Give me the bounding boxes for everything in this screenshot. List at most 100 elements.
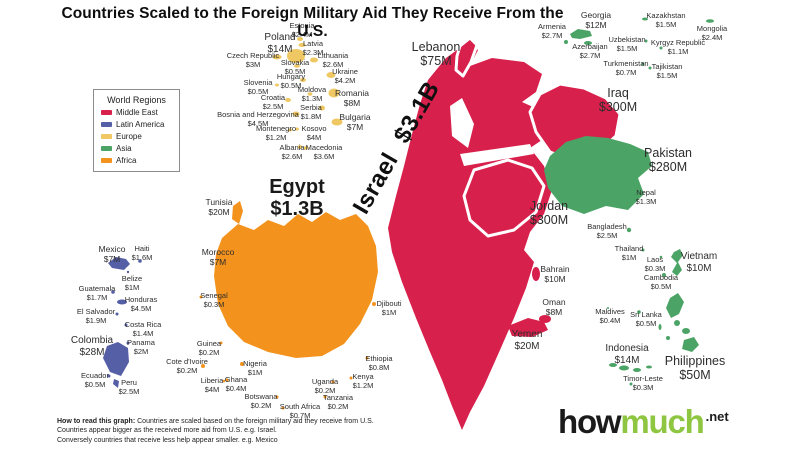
shape-mexico[interactable]: [108, 257, 130, 270]
shape-maldives[interactable]: [607, 307, 609, 309]
country-label-haiti[interactable]: Haiti $1.6M: [132, 244, 153, 263]
shape-albania[interactable]: [298, 145, 302, 149]
legend-item-europe[interactable]: Europe: [101, 132, 172, 141]
shape-armenia[interactable]: [564, 40, 568, 44]
country-label-kyrgyz-republic[interactable]: Kyrgyz Republic $1.1M: [651, 38, 705, 57]
shape-egypt[interactable]: [214, 212, 378, 358]
shape-guatemala[interactable]: [111, 290, 115, 294]
shape-uganda[interactable]: [331, 380, 335, 384]
shape-ukraine[interactable]: [326, 72, 336, 78]
country-label-bulgaria[interactable]: Bulgaria $7M: [339, 112, 370, 132]
shape-pakistan[interactable]: [544, 136, 652, 214]
country-label-guatemala[interactable]: Guatemala $1.7M: [79, 284, 116, 303]
shape-indonesia-3[interactable]: [633, 368, 641, 372]
shape-botswana[interactable]: [275, 395, 279, 399]
country-label-macedonia[interactable]: Macedonia $3.6M: [306, 143, 343, 162]
country-label-serbia[interactable]: Serbia $1.8M: [300, 103, 322, 122]
country-label-morocco[interactable]: Morocco $7M: [202, 247, 235, 267]
shape-honduras[interactable]: [117, 299, 127, 305]
shape-haiti[interactable]: [138, 259, 142, 263]
shape-djibouti[interactable]: [372, 302, 376, 306]
shape-jordan[interactable]: [462, 158, 546, 238]
shape-costa-rica[interactable]: [124, 323, 128, 327]
country-label-kosovo[interactable]: Kosovo $4M: [301, 124, 326, 143]
country-label-peru[interactable]: Peru $2.5M: [119, 378, 140, 397]
shape-bangladesh[interactable]: [626, 227, 632, 233]
country-label-el-salvador[interactable]: El Salvador $1.9M: [77, 307, 115, 326]
shape-azerbaijan[interactable]: [584, 41, 592, 45]
country-label-romania[interactable]: Romania $8M: [335, 88, 369, 108]
country-label-botswana[interactable]: Botswana $0.2M: [245, 392, 278, 411]
country-label-georgia[interactable]: Georgia $12M: [581, 10, 611, 30]
country-label-south-africa[interactable]: South Africa $0.7M: [280, 402, 320, 421]
shape-panama[interactable]: [126, 341, 130, 345]
country-label-moldova[interactable]: Moldova $1.3M: [298, 85, 326, 104]
shape-bulgaria[interactable]: [331, 118, 343, 126]
country-label-yemen[interactable]: Yemen $20M: [512, 329, 543, 353]
shape-indonesia-4[interactable]: [646, 365, 652, 369]
country-label-slovenia[interactable]: Slovenia $0.5M: [244, 78, 273, 97]
country-label-uzbekistan[interactable]: Uzbekistan $1.5M: [608, 35, 645, 54]
shape-ecuador[interactable]: [107, 374, 111, 378]
shape-uzbekistan[interactable]: [644, 39, 648, 43]
country-label-senegal[interactable]: Senegal $0.3M: [200, 291, 228, 310]
country-label-mongolia[interactable]: Mongolia $2.4M: [697, 24, 727, 43]
legend-item-asia[interactable]: Asia: [101, 144, 172, 153]
shape-kenya[interactable]: [349, 376, 353, 380]
country-label-laos[interactable]: Laos $0.3M: [645, 255, 666, 274]
country-label-kenya[interactable]: Kenya $1.2M: [352, 372, 373, 391]
country-label-philippines[interactable]: Philippines $50M: [665, 354, 725, 382]
shape-guinea[interactable]: [219, 341, 223, 345]
country-label-lebanon[interactable]: Lebanon $75M: [412, 40, 461, 68]
country-label-pakistan[interactable]: Pakistan $280M: [644, 146, 692, 174]
shape-indonesia-1[interactable]: [609, 363, 617, 367]
shape-nepal[interactable]: [624, 198, 634, 202]
country-label-tanzania[interactable]: Tanzania $0.2M: [323, 393, 353, 412]
shape-lithuania[interactable]: [310, 57, 318, 63]
country-label-slovakia[interactable]: Slovakia $0.5M: [281, 58, 309, 77]
shape-hungary[interactable]: [300, 78, 306, 82]
shape-cote-d-ivoire[interactable]: [201, 364, 205, 368]
shape-yemen[interactable]: [508, 318, 548, 337]
country-label-thailand[interactable]: Thailand $1M: [615, 244, 644, 263]
shape-mongolia[interactable]: [706, 19, 714, 23]
shape-estonia[interactable]: [297, 37, 303, 41]
howmuch-logo[interactable]: howmuch .net: [558, 403, 729, 441]
country-label-vietnam[interactable]: Vietnam $10M: [681, 251, 718, 275]
country-label-tajikistan[interactable]: Tajikistan $1.5M: [652, 62, 683, 81]
country-label-jordan[interactable]: Jordan $300M: [530, 199, 568, 227]
shape-israel[interactable]: [388, 42, 552, 430]
country-label-ethiopia[interactable]: Ethiopia $0.8M: [365, 354, 392, 373]
shape-indonesia-2[interactable]: [619, 365, 629, 371]
country-label-uganda[interactable]: Uganda $0.2M: [312, 377, 338, 396]
country-label-ukraine[interactable]: Ukraine $4.2M: [332, 67, 358, 86]
country-label-iraq[interactable]: Iraq $300M: [599, 86, 637, 114]
shape-kosovo[interactable]: [295, 127, 299, 131]
country-label-guinea[interactable]: Guinea $0.2M: [197, 339, 221, 358]
shape-nigeria[interactable]: [240, 362, 244, 366]
shape-poland[interactable]: [287, 49, 305, 63]
shape-bahrain[interactable]: [532, 267, 540, 281]
country-label-cambodia[interactable]: Cambodia $0.5M: [644, 273, 678, 292]
country-label-honduras[interactable]: Honduras $4.5M: [125, 295, 158, 314]
shape-philippines-palawan[interactable]: [658, 324, 662, 330]
shape-laos[interactable]: [659, 255, 663, 259]
country-label-kazakhstan[interactable]: Kazakhstan $1.5M: [646, 11, 685, 30]
shape-bosnia[interactable]: [292, 111, 300, 117]
shape-turkmenistan[interactable]: [641, 62, 645, 66]
country-label-sri-lanka[interactable]: Sri Lanka $0.5M: [630, 310, 662, 329]
country-label-hungary[interactable]: Hungary $0.5M: [277, 72, 305, 91]
country-label-liberia[interactable]: Liberia $4M: [201, 376, 224, 395]
shape-slovenia[interactable]: [275, 83, 279, 87]
shape-vietnam[interactable]: [671, 249, 683, 276]
country-label-lithuania[interactable]: Lithuania $2.6M: [318, 51, 348, 70]
shape-thailand[interactable]: [641, 248, 645, 252]
country-label-belize[interactable]: Belize $1M: [122, 274, 142, 293]
country-label-bangladesh[interactable]: Bangladesh $2.5M: [587, 222, 627, 241]
shape-south-africa[interactable]: [281, 406, 285, 410]
shape-senegal[interactable]: [199, 295, 203, 299]
country-label-panama[interactable]: Panama $2M: [127, 338, 155, 357]
country-label-maldives[interactable]: Maldives $0.4M: [595, 307, 625, 326]
country-label-tunisia[interactable]: Tunisia $20M: [205, 197, 232, 217]
country-label-timor-leste[interactable]: Timor-Leste $0.3M: [623, 374, 663, 393]
